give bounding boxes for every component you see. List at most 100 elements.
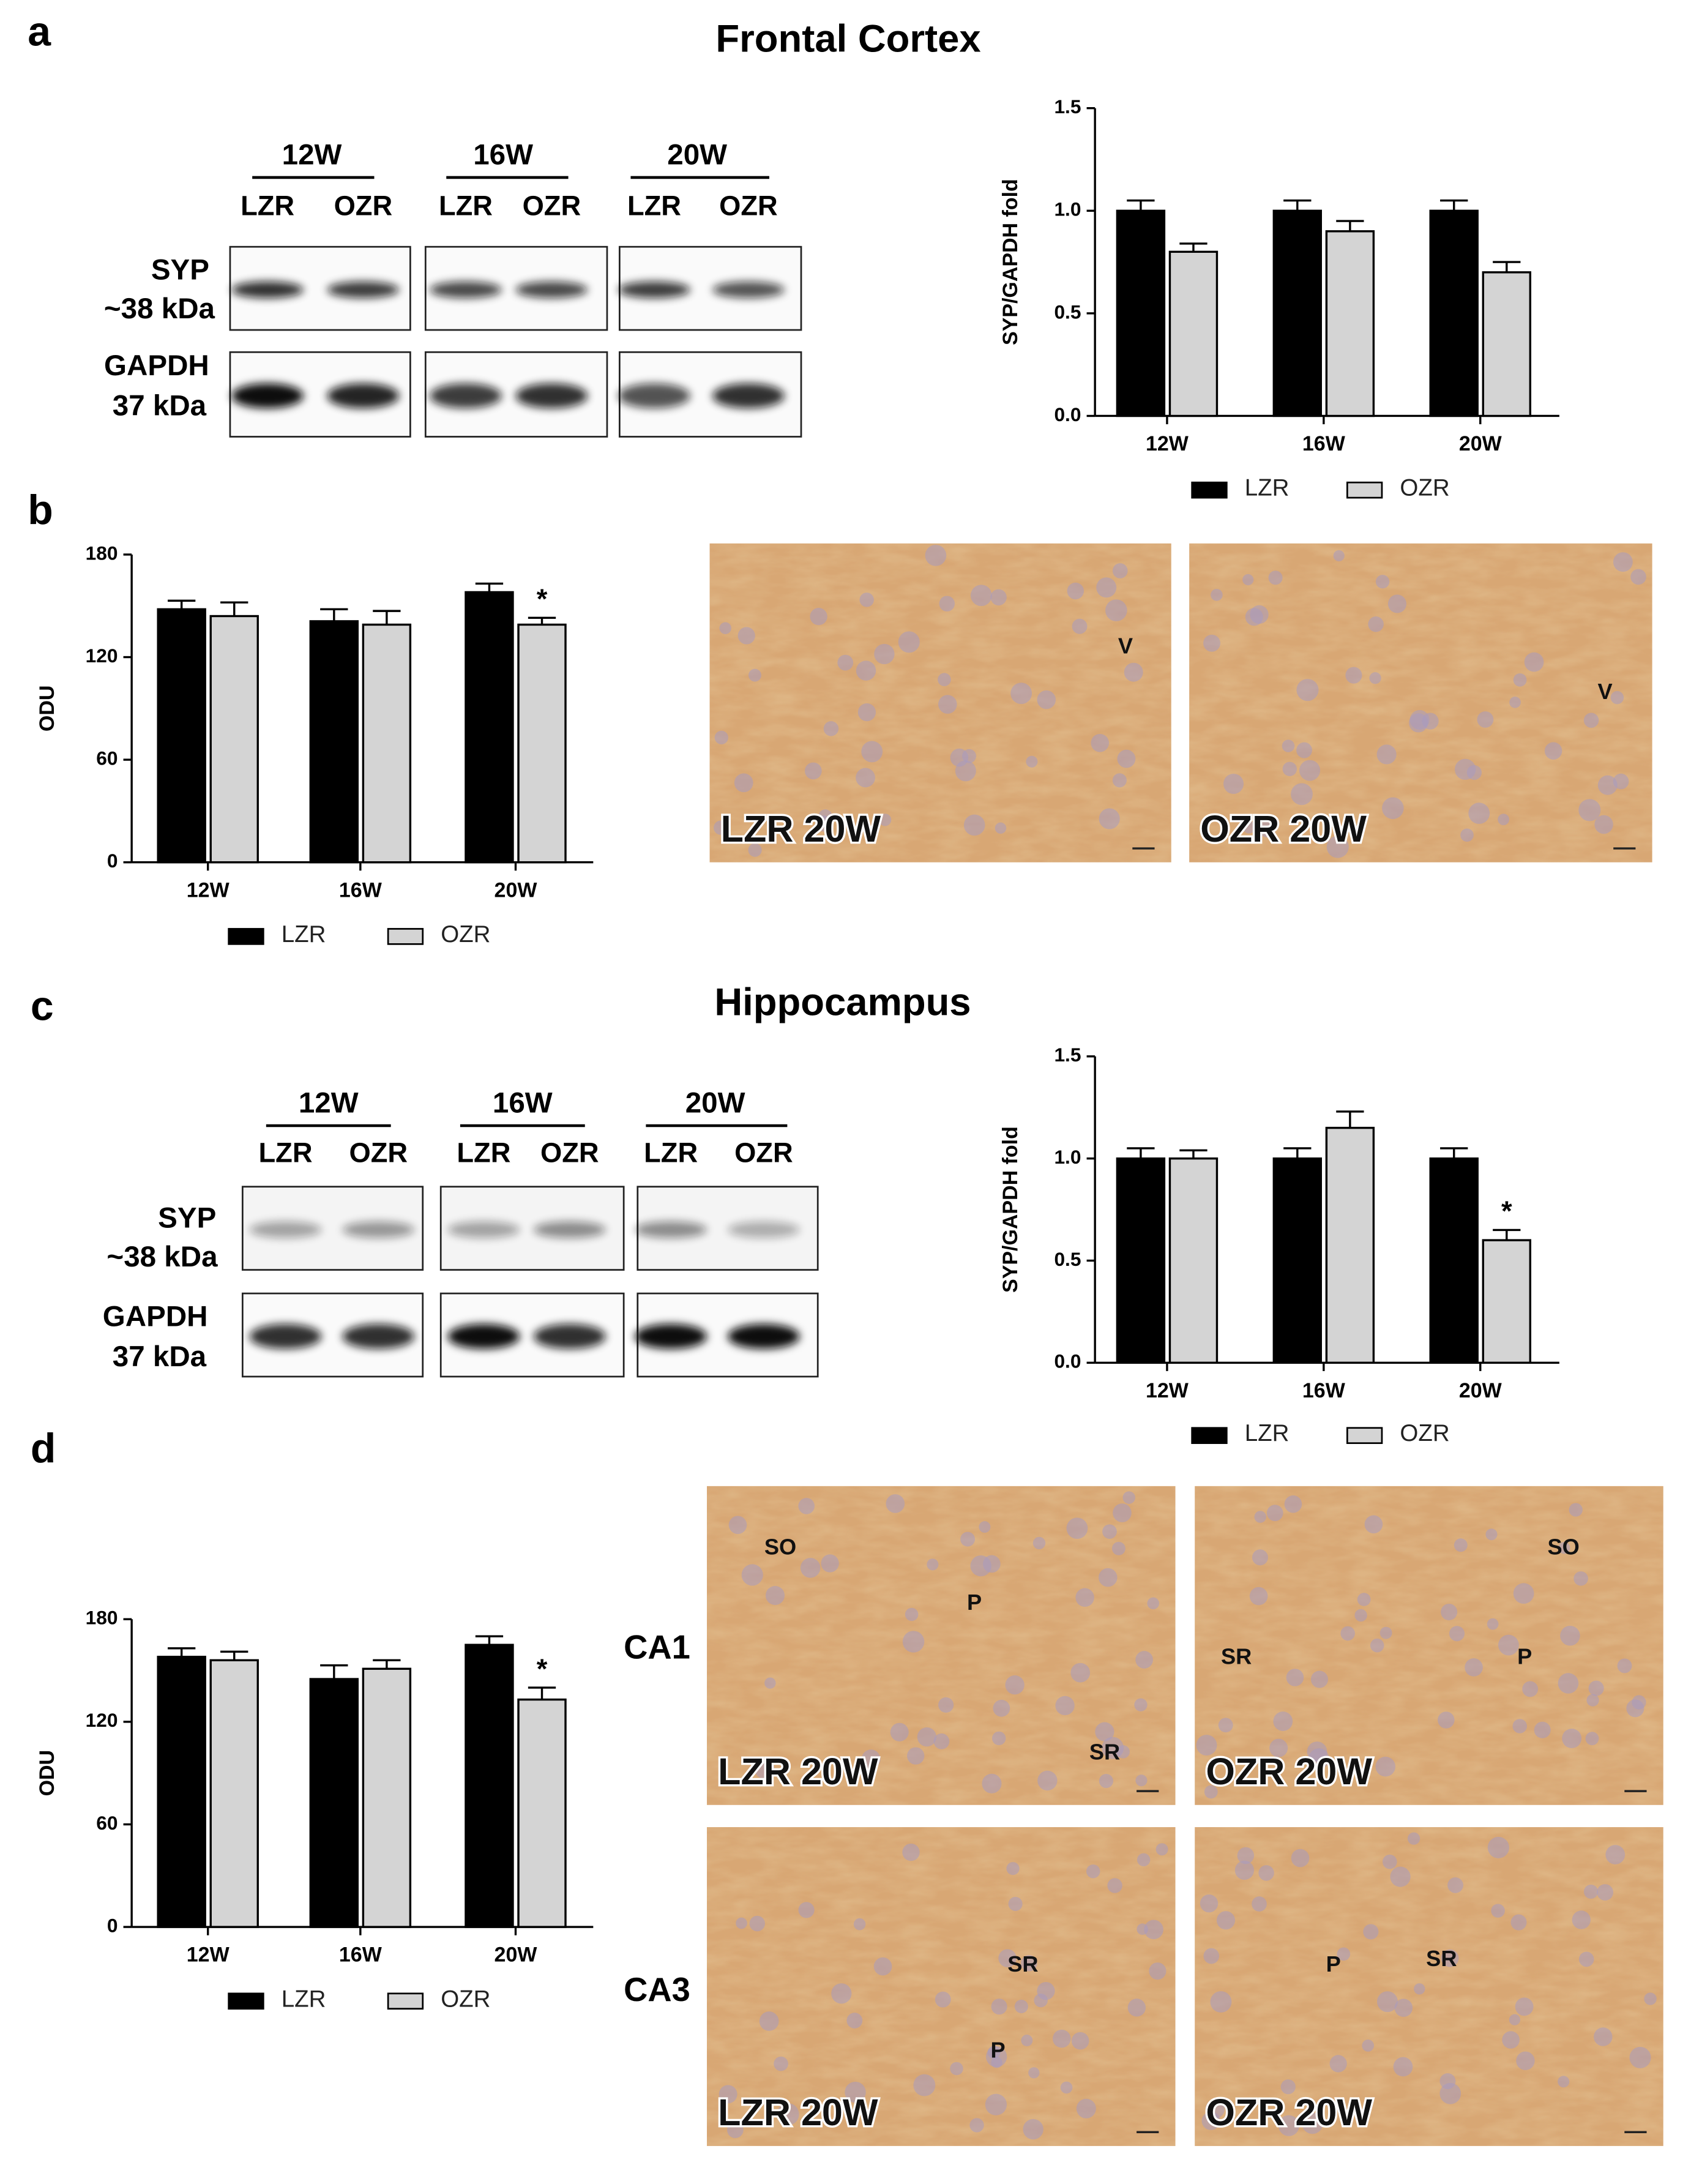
cell bbox=[1032, 1536, 1046, 1550]
bar bbox=[1429, 1157, 1479, 1364]
cell bbox=[1465, 1658, 1483, 1677]
blot-band bbox=[327, 281, 400, 298]
x-tick-label: 20W bbox=[495, 878, 538, 902]
cell bbox=[1005, 1675, 1025, 1695]
y-tick-label: 0 bbox=[107, 850, 118, 872]
cell bbox=[1375, 1756, 1396, 1777]
cell bbox=[1629, 2046, 1651, 2069]
blot-band bbox=[618, 281, 690, 298]
cell bbox=[754, 1759, 775, 1779]
blot-band bbox=[447, 1221, 520, 1238]
cell bbox=[1376, 1991, 1398, 2013]
blot-band bbox=[249, 1323, 322, 1349]
cell bbox=[1252, 1896, 1267, 1912]
cell bbox=[1144, 1920, 1163, 1940]
cell bbox=[1021, 1954, 1037, 1972]
y-tick-label: 180 bbox=[86, 1607, 118, 1629]
cell bbox=[1269, 1738, 1288, 1757]
blot-group: 16W bbox=[493, 1087, 553, 1120]
cell bbox=[1510, 1914, 1527, 1931]
bar bbox=[465, 591, 514, 864]
cell bbox=[917, 1727, 937, 1747]
micrograph-label: LZR 20W bbox=[718, 1751, 878, 1792]
region-label: CA1 bbox=[624, 1628, 690, 1666]
cell bbox=[1414, 1983, 1425, 1995]
cell bbox=[856, 768, 875, 788]
cell bbox=[1329, 2055, 1347, 2073]
y-tick-label: 0.0 bbox=[1054, 403, 1081, 425]
cell bbox=[1237, 1847, 1255, 1864]
cell bbox=[1586, 1694, 1599, 1707]
cell bbox=[1632, 1695, 1646, 1710]
cell bbox=[913, 2074, 936, 2096]
region-mark: V bbox=[1118, 633, 1133, 658]
cell bbox=[1135, 1774, 1148, 1787]
cell bbox=[1509, 2014, 1521, 2025]
cell bbox=[1522, 1681, 1539, 1697]
cell bbox=[1117, 749, 1136, 768]
blot-group: 12W bbox=[282, 139, 342, 171]
cell bbox=[728, 1516, 747, 1535]
blot-band bbox=[533, 1221, 606, 1238]
cell bbox=[1558, 2076, 1570, 2088]
cell bbox=[1037, 1981, 1055, 2000]
cell bbox=[1111, 1541, 1125, 1555]
cell bbox=[1291, 783, 1313, 806]
cell bbox=[1509, 697, 1521, 708]
cell bbox=[1498, 813, 1510, 826]
cell bbox=[1572, 1910, 1591, 1929]
cell bbox=[1363, 1924, 1379, 1940]
cell bbox=[734, 773, 753, 793]
cell bbox=[1345, 667, 1362, 684]
y-tick-label: 0.5 bbox=[1054, 1248, 1081, 1270]
bar bbox=[517, 623, 567, 864]
bar bbox=[362, 623, 412, 864]
blot-band bbox=[635, 1221, 707, 1238]
cell bbox=[1122, 1491, 1135, 1504]
cell bbox=[1302, 2112, 1323, 2134]
y-tick-label: 1.5 bbox=[1054, 95, 1081, 118]
bar bbox=[1168, 250, 1219, 417]
blot-band bbox=[712, 281, 785, 298]
cell bbox=[950, 2062, 963, 2076]
cell bbox=[1259, 820, 1276, 838]
cell bbox=[765, 1586, 785, 1606]
y-tick-label: 120 bbox=[86, 1709, 118, 1731]
cell bbox=[845, 2081, 866, 2103]
bar bbox=[1429, 209, 1479, 417]
legend-swatch bbox=[1191, 481, 1228, 499]
cell bbox=[1282, 761, 1297, 777]
x-tick-label: 20W bbox=[1459, 1379, 1502, 1402]
y-tick-label: 1.0 bbox=[1054, 1146, 1081, 1168]
region-mark: P bbox=[1517, 1644, 1532, 1669]
y-axis-label: ODU bbox=[35, 686, 59, 731]
cell bbox=[727, 2122, 744, 2139]
legend-swatch bbox=[1191, 1427, 1228, 1445]
cell bbox=[960, 1531, 976, 1547]
cell bbox=[1544, 742, 1562, 760]
cell bbox=[1558, 1673, 1579, 1694]
cell bbox=[1569, 1503, 1583, 1517]
cell bbox=[1149, 1962, 1167, 1980]
cell bbox=[837, 654, 854, 671]
cell bbox=[1477, 711, 1494, 728]
x-tick-label: 16W bbox=[339, 1943, 383, 1967]
cell bbox=[963, 814, 985, 836]
cell bbox=[925, 545, 947, 566]
cell bbox=[1096, 577, 1117, 598]
cell bbox=[955, 760, 976, 782]
cell bbox=[874, 643, 895, 665]
cell bbox=[902, 1631, 925, 1653]
cell bbox=[1583, 1884, 1599, 1899]
significance: * bbox=[537, 1653, 548, 1685]
cell bbox=[970, 585, 992, 607]
cell bbox=[1516, 2051, 1535, 2070]
blot-row-label: 37 kDa bbox=[113, 1341, 207, 1373]
cell bbox=[1573, 1571, 1588, 1586]
region-mark: SO bbox=[1547, 1534, 1579, 1559]
cell bbox=[1286, 1669, 1304, 1686]
cell bbox=[1370, 1638, 1384, 1653]
cell bbox=[1099, 808, 1120, 829]
cell bbox=[774, 2056, 788, 2071]
cell bbox=[1296, 742, 1312, 758]
